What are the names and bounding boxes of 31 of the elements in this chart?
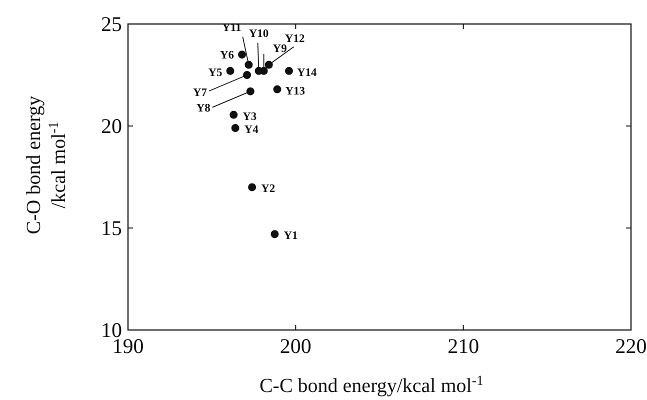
y-tick-label: 20 [101,114,122,138]
point [284,66,293,75]
point [243,71,252,79]
annotation: Y3 [242,110,257,123]
annotation: Y5 [208,66,223,79]
point [248,183,256,192]
x-tick-label: 220 [615,334,647,358]
annotation: Y13 [285,85,306,98]
x-tick-label: 200 [280,334,312,358]
annotation: Y1 [284,230,298,242]
annotation: Y9 [272,42,288,55]
annotation: Y4 [244,124,259,136]
point [270,230,279,238]
point [230,110,238,119]
point [273,85,282,94]
annotation: Y8 [196,102,211,114]
y-tick-label: 25 [101,12,122,36]
annotation: Y14 [296,66,318,79]
point [226,66,234,75]
y-tick-label: 15 [101,216,122,240]
annotation: Y12 [284,32,305,45]
annotation: Y2 [261,183,276,196]
annotation: Y7 [192,87,208,99]
x-axis-title: C-C bond energy/kcal mol$^{-1}$ [259,374,484,397]
point [238,50,246,59]
x-tick-label: 210 [448,334,480,358]
annotation: Y6 [220,50,234,62]
point [231,124,240,132]
annotation: Y10 [248,28,269,40]
point [246,87,254,96]
point [264,60,273,69]
